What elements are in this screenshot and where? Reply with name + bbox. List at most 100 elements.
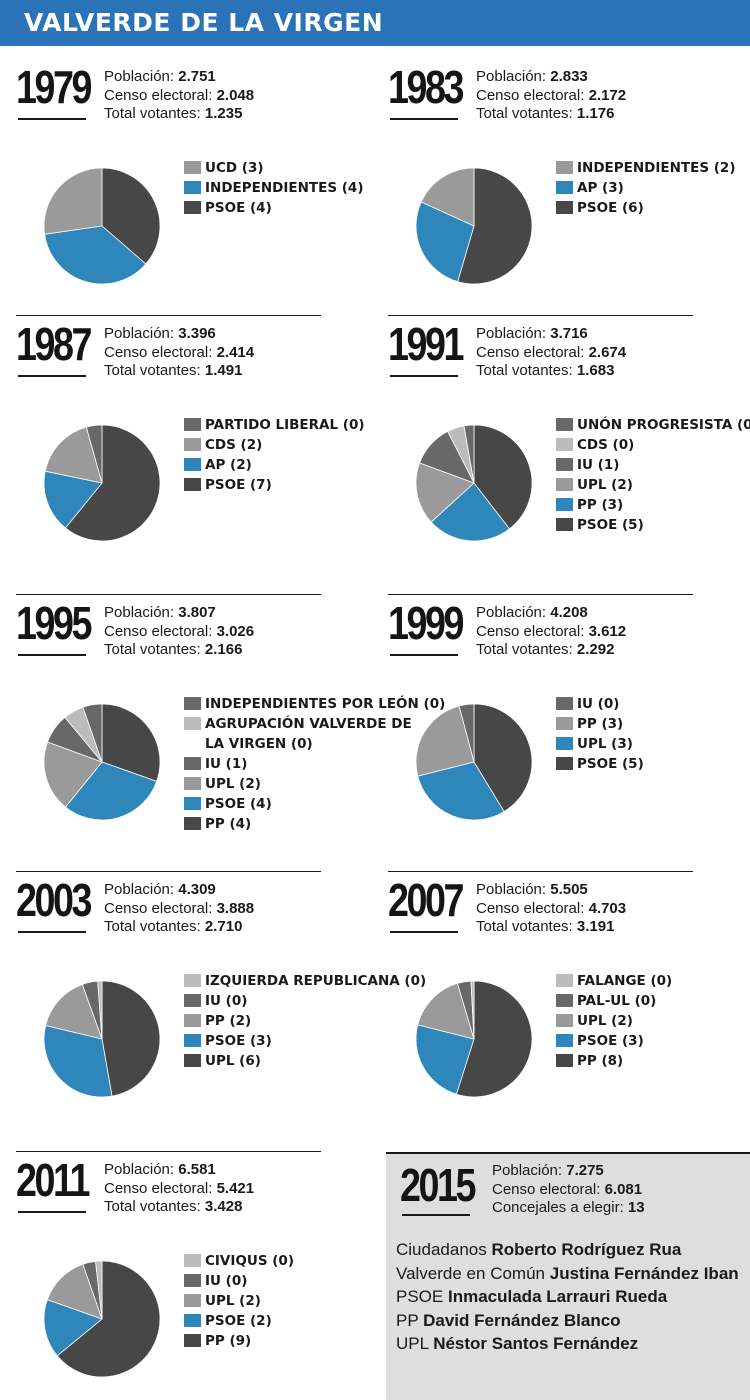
votantes-label: Total votantes: [104,918,201,935]
year-underline [18,118,86,120]
legend-item: PAL-UL (0) [556,991,672,1011]
year-rule [16,1151,321,1152]
legend-item: IU (0) [556,694,644,714]
censo-value: 2.674 [588,343,627,361]
legend-2011: CIVIQUS (0) IU (0) UPL (2) PSOE (2) PP (9) [184,1251,294,1351]
legend-label: IU (0) [205,993,248,1009]
legend-1999: IU (0) PP (3) UPL (3) PSOE (5) [556,694,644,774]
year-2007: 2007 [388,874,465,926]
legend-swatch [184,1034,201,1047]
legend-label: CDS (2) [205,437,263,453]
legend-swatch [556,717,573,730]
year-1995: 1995 [16,597,93,649]
box-2015: 2015 Población: 7.275 Censo electoral: 6… [386,1152,750,1400]
legend-swatch [556,418,573,431]
censo-value: 3.026 [216,622,255,640]
poblacion-line: Población: 5.505 [476,881,626,900]
candidate-party: Ciudadanos [396,1240,487,1259]
pie-slice-ucd [43,167,103,235]
censo-label: Censo electoral: [476,343,585,361]
legend-label: AP (2) [205,457,252,473]
censo-label: Censo electoral: [476,622,585,640]
year-underline [18,931,86,933]
legend-swatch [556,161,573,174]
year-rule [388,594,693,595]
pie-slice-psoe [457,167,533,285]
legend-swatch [556,498,573,511]
legend-label: PSOE (4) [205,200,272,216]
legend-label: UPL (2) [205,776,261,792]
election-panel-1991: 1991 Población: 3.716 Censo electoral: 2.6… [388,315,750,591]
censo-2015: Censo electoral: 6.081 [492,1181,645,1200]
censo-line: Censo electoral: 3.026 [104,623,254,642]
legend-swatch [184,1314,201,1327]
legend-item: PSOE (7) [184,475,365,495]
poblacion-line: Población: 3.396 [104,325,254,344]
votantes-label: Total votantes: [476,918,573,935]
legend-swatch [184,1334,201,1347]
election-panel-2007: 2007 Población: 5.505 Censo electoral: 4.7… [388,871,750,1147]
legend-item: AGRUPACIÓN VALVERDE DE [184,714,445,734]
year-underline [390,118,458,120]
censo-value: 2.048 [216,86,255,104]
legend-label: PSOE (5) [577,517,644,533]
legend-item: INDEPENDIENTES (4) [184,178,364,198]
legend-label: PSOE (3) [205,1033,272,1049]
votantes-value: 1.176 [576,105,615,122]
pie-slice-psoe [473,703,533,813]
censo-label: Censo electoral: [476,86,585,104]
censo-label: Censo electoral: [492,1180,601,1198]
pie-chart-2007 [415,980,533,1098]
votantes-value: 1.491 [204,362,243,379]
legend-item: INDEPENDIENTES POR LEÓN (0) [184,694,445,714]
legend-item: AP (3) [556,178,736,198]
legend-swatch [556,458,573,471]
poblacion-label: Población: [104,1161,175,1178]
legend-label: PP (4) [205,816,252,832]
poblacion-label: Población: [476,604,547,621]
page-title: VALVERDE DE LA VIRGEN [24,8,384,37]
pie-chart-2011 [43,1260,161,1378]
poblacion-line: Población: 4.208 [476,604,626,623]
pie-slice-psoe [43,1299,103,1357]
box-2015-rule [386,1152,750,1154]
pie-chart-1999 [415,703,533,821]
year-rule [16,871,321,872]
votantes-value: 1.235 [204,105,243,122]
pie-slice-pp [455,980,533,1098]
pie-slice-psoe [101,167,161,265]
legend-label: UPL (3) [577,736,633,752]
legend-swatch [556,757,573,770]
poblacion-line: Población: 6.581 [104,1161,254,1180]
legend-label: AP (3) [577,180,624,196]
legend-item: PSOE (4) [184,198,364,218]
censo-label: Censo electoral: [104,622,213,640]
year-1979: 1979 [16,61,93,113]
candidate-row: PSOE Inmaculada Larrauri Rueda [396,1285,739,1309]
year-underline [390,654,458,656]
legend-item: UNÓN PROGRESISTA (0) [556,415,750,435]
censo-label: Censo electoral: [104,899,213,917]
legend-item: CIVIQUS (0) [184,1251,294,1271]
legend-item: IU (1) [184,754,445,774]
stats-2011: Población: 6.581 Censo electoral: 5.421 To… [104,1161,254,1217]
votantes-line: Total votantes: 3.428 [104,1198,254,1217]
poblacion-value: 2.833 [550,68,588,85]
censo-line: Censo electoral: 4.703 [476,900,626,919]
poblacion-2015: Población: 7.275 [492,1162,645,1181]
candidate-name: Inmaculada Larrauri Rueda [447,1287,668,1306]
pie-slice-pp [45,983,103,1040]
legend-label: UCD (3) [205,160,264,176]
candidate-name: David Fernández Blanco [423,1310,621,1330]
legend-swatch [556,201,573,214]
election-panel-1983: 1983 Población: 2.833 Censo electoral: 2.1… [388,58,750,334]
year-1987: 1987 [16,318,93,370]
poblacion-line: Población: 2.833 [476,68,626,87]
legend-swatch [556,1054,573,1067]
election-panel-2003: 2003 Población: 4.309 Censo electoral: 3.8… [16,871,426,1147]
poblacion-line: Población: 2.751 [104,68,254,87]
poblacion-value: 3.807 [178,604,216,621]
votantes-label: Total votantes: [104,362,201,379]
poblacion-value: 2.751 [178,68,216,85]
legend-2007: FALANGE (0) PAL-UL (0) UPL (2) PSOE (3) PP (… [556,971,672,1071]
